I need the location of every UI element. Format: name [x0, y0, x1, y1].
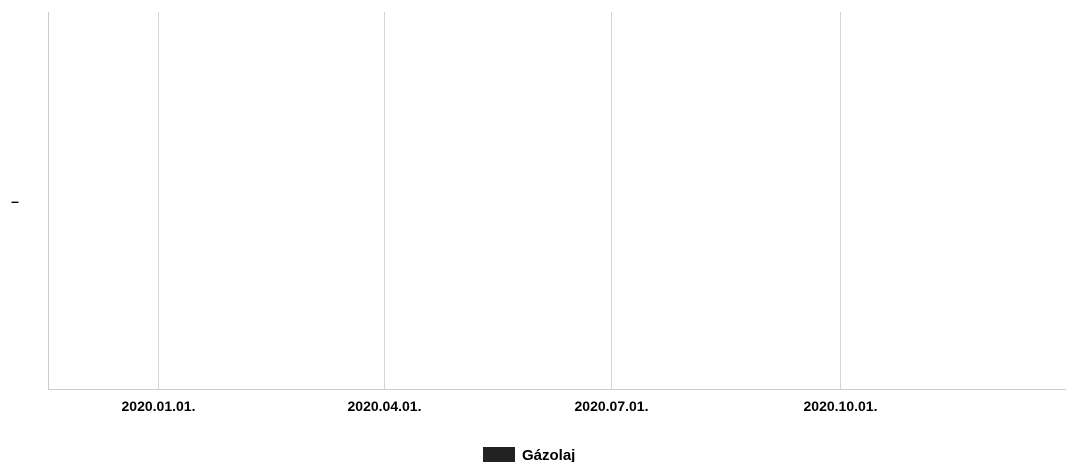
legend: Gázolaj [483, 447, 575, 462]
legend-swatch-gazolaj [483, 447, 515, 462]
legend-label-gazolaj: Gázolaj [522, 447, 575, 462]
x-tick-label-3: 2020.10.01. [804, 398, 878, 414]
x-tick-label-1: 2020.04.01. [348, 398, 422, 414]
grid-lines [158, 12, 841, 389]
x-axis-ticks: 2020.01.01. 2020.04.01. 2020.07.01. 2020.10… [122, 398, 878, 414]
y-tick-label: – [11, 193, 19, 209]
x-tick-label-2: 2020.07.01. [575, 398, 649, 414]
x-tick-label-0: 2020.01.01. [122, 398, 196, 414]
